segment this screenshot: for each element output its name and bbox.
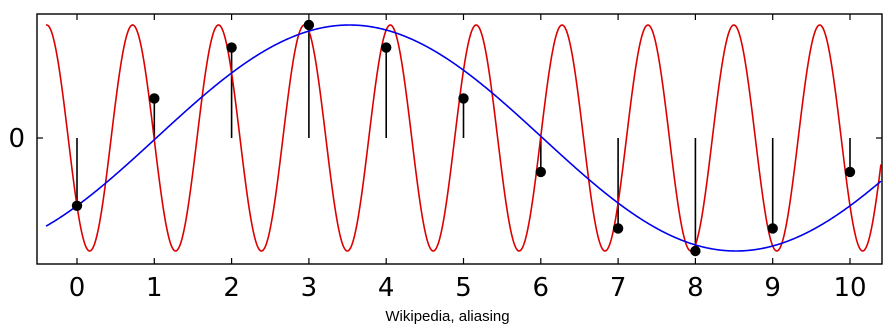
x-tick-label-0: 0 [69,273,86,303]
points-layer [71,19,856,257]
x-tick-label-9: 9 [764,273,781,303]
y-tick-label-0: 0 [8,124,25,154]
sample-point-10 [844,166,856,178]
chart-caption: Wikipedia, aliasing [385,308,510,325]
sample-point-1 [149,93,160,104]
x-tick-label-4: 4 [378,273,395,303]
x-tick-label-5: 5 [455,273,472,303]
plot-frame [36,13,883,265]
x-tick-label-2: 2 [223,273,240,303]
sample-point-6 [535,166,546,178]
sample-point-0 [71,200,83,211]
x-tick-label-6: 6 [533,273,550,303]
sample-point-9 [767,223,778,234]
series-blue-curve [45,24,882,252]
x-tick-label-7: 7 [610,273,627,303]
x-tick-label-3: 3 [301,273,318,303]
x-tick-label-8: 8 [687,273,704,303]
sample-point-8 [690,245,701,257]
sample-point-3 [303,19,315,31]
x-axis-ticks: 0 1 2 3 4 5 6 7 8 9 10 [69,14,867,303]
sample-point-5 [458,93,469,104]
stems-layer [76,25,851,251]
x-tick-label-1: 1 [146,273,163,303]
sample-point-2 [226,42,237,53]
x-tick-label-10: 10 [833,273,866,303]
sample-point-7 [612,223,624,234]
sample-point-4 [381,42,392,53]
aliasing-chart: 0 0 1 2 3 4 5 6 7 8 9 10 [8,13,883,303]
y-axis-ticks: 0 [8,124,882,154]
